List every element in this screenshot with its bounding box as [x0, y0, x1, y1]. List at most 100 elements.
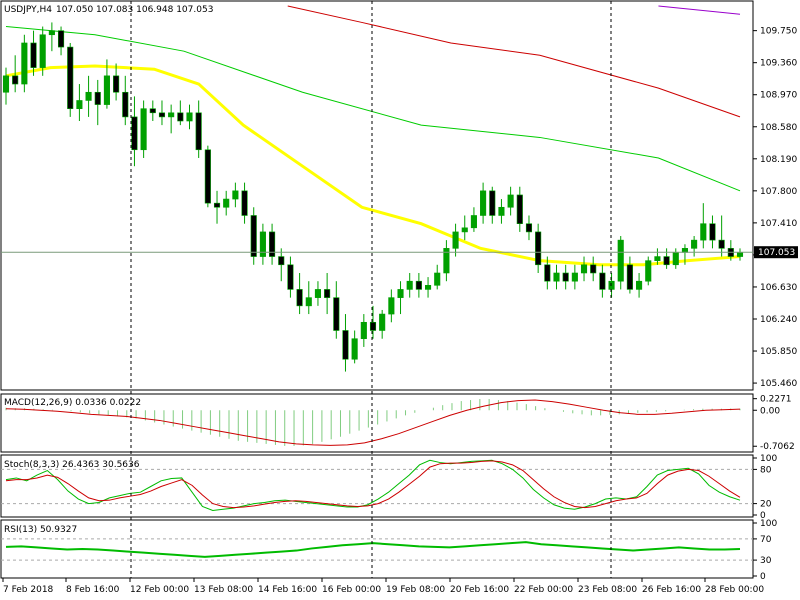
- candle-body: [691, 239, 698, 249]
- candle-body: [443, 248, 450, 274]
- candle-body: [718, 239, 725, 249]
- candle-body: [700, 223, 707, 241]
- candle-body: [250, 215, 257, 257]
- macd-label: MACD(12,26,9) 0.0336 0.0222: [4, 398, 141, 408]
- stoch-grid: [1, 468, 753, 505]
- candle-body: [434, 272, 441, 286]
- ma-line-2: [287, 5, 741, 118]
- price-tick-label: 105.460: [760, 379, 797, 389]
- candle-body: [158, 112, 166, 118]
- stoch-tick-label: 100: [760, 454, 777, 464]
- current-price-box: [754, 246, 798, 259]
- day-separators: [130, 1, 612, 578]
- candle-body: [516, 194, 523, 224]
- rsi-grid: [1, 538, 753, 561]
- candle-body: [590, 264, 597, 274]
- candle-body: [94, 91, 101, 105]
- candle-body: [461, 227, 468, 233]
- rsi-tick-label: 70: [760, 535, 772, 545]
- ma-line-1: [5, 26, 741, 192]
- candle-body: [369, 321, 377, 331]
- rsi-tick-label: 100: [760, 519, 777, 529]
- macd-tick-label: 0.2271: [760, 395, 792, 405]
- candle-body: [351, 338, 358, 360]
- stoch-tick-label: 0: [760, 511, 766, 521]
- candle-body: [379, 313, 386, 331]
- stoch-tick-label: 80: [760, 465, 772, 475]
- time-tick-label: 7 Feb 2018: [3, 585, 54, 595]
- rsi-panel-frame: [0, 519, 754, 579]
- price-tick-label: 109.360: [760, 59, 797, 69]
- candle-body: [415, 280, 422, 290]
- candle-body: [232, 190, 239, 200]
- rsi-axis: 100 70 30 0: [753, 519, 777, 582]
- macd-signal-line: [5, 399, 741, 446]
- candle-body: [360, 321, 367, 340]
- rsi-tick-label: 0: [760, 572, 766, 582]
- rsi-tick-label: 30: [760, 556, 772, 566]
- stoch-tick-label: 20: [760, 500, 772, 510]
- price-tick-label: 106.630: [760, 283, 797, 293]
- price-tick-label: 106.240: [760, 315, 797, 325]
- macd-histogram: [5, 399, 741, 446]
- candle-body: [709, 223, 716, 241]
- candle-body: [195, 112, 202, 151]
- candle-body: [113, 75, 120, 93]
- rsi-label: RSI(13) 50.9327: [4, 525, 77, 535]
- candle-body: [30, 42, 37, 68]
- candle-body: [296, 289, 303, 307]
- candle-body: [131, 116, 138, 151]
- candle-body: [663, 256, 670, 266]
- candle-body: [388, 297, 395, 315]
- macd-tick-label: -0.7062: [760, 442, 795, 452]
- candle-body: [48, 30, 55, 36]
- candle-body: [76, 100, 83, 109]
- price-tick-label: 109.750: [760, 27, 797, 37]
- candle-body: [562, 272, 569, 282]
- candle-body: [342, 330, 349, 360]
- candle-body: [85, 91, 92, 101]
- stoch-label: Stoch(8,3,3) 26.4363 30.5636: [4, 460, 140, 470]
- candle-body: [599, 272, 606, 290]
- candle-body: [177, 112, 184, 122]
- candle-body: [333, 297, 340, 331]
- time-tick-label: 28 Feb 00:00: [705, 585, 764, 595]
- price-tick-label: 108.190: [760, 155, 797, 165]
- candle-body: [736, 252, 744, 257]
- candle-body: [498, 206, 505, 216]
- stoch-panel-frame: [0, 454, 754, 518]
- current-price-label: 107.053: [758, 248, 795, 258]
- time-tick-label: 8 Feb 16:00: [66, 585, 120, 595]
- price-tick-label: 105.850: [760, 347, 797, 357]
- candle-body: [259, 231, 266, 257]
- candle-body: [507, 194, 514, 208]
- time-tick-label: 16 Feb 00:00: [322, 585, 381, 595]
- candle-body: [269, 231, 276, 257]
- candle-body: [406, 280, 413, 290]
- candle-body: [535, 231, 542, 266]
- header-symbol: USDJPY,H4: [4, 5, 52, 15]
- candle-body: [314, 289, 322, 298]
- rsi-line: [5, 541, 741, 558]
- candle-body: [480, 190, 487, 216]
- candle-body: [149, 108, 156, 114]
- candle-body: [186, 112, 193, 122]
- time-tick-label: 12 Feb 00:00: [130, 585, 189, 595]
- candle-body: [489, 190, 496, 216]
- header-ohlc: 107.050 107.083 106.948 107.053: [56, 5, 213, 15]
- stoch-signal-line: [5, 460, 741, 509]
- time-tick-label: 23 Feb 08:00: [578, 585, 637, 595]
- candle-body: [470, 215, 477, 229]
- chart-header: USDJPY,H4 107.050 107.083 106.948 107.053: [4, 5, 213, 15]
- price-axis: 109.750 109.360 108.970 108.580 108.190 107.8…: [753, 27, 797, 389]
- candle-body: [553, 272, 560, 282]
- candle-body: [21, 42, 28, 85]
- candle-body: [67, 46, 74, 109]
- macd-panel-frame: [0, 393, 754, 453]
- candle-body: [608, 280, 615, 290]
- candle-body: [617, 239, 624, 282]
- price-tick-label: 108.580: [760, 123, 797, 133]
- candle-body: [397, 289, 404, 298]
- candle-body: [672, 252, 679, 266]
- candle-body: [571, 272, 578, 282]
